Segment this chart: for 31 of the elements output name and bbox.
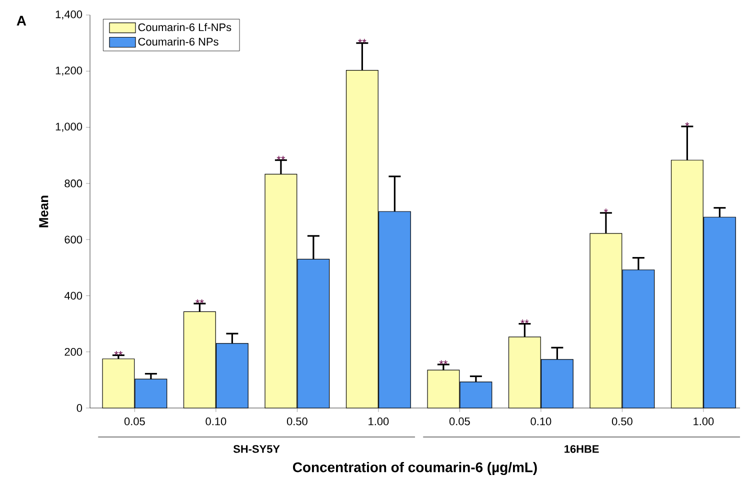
data-label: ** [114, 350, 123, 355]
data-label: * [604, 208, 608, 213]
x-tick-label: 0.50 [286, 418, 308, 426]
text: A [16, 16, 26, 26]
x-tick-label: 0.50 [612, 418, 632, 426]
y-tick-label: 200 [64, 348, 82, 356]
data-label: ** [276, 156, 286, 160]
y-tick-label: 1,200 [56, 66, 82, 76]
x-tick-label: 0.05 [449, 418, 470, 426]
y-tick-label: 0 [76, 404, 82, 412]
data-label: ** [358, 38, 366, 43]
data-label: ** [439, 360, 448, 364]
data-label: * [685, 122, 690, 126]
y-tick-label: 1,000 [56, 122, 82, 132]
y-tick-label: 800 [64, 180, 82, 188]
x-tick-label: 0.10 [530, 418, 552, 426]
x-tick-label: 1.00 [368, 418, 389, 426]
data-label: ** [196, 299, 204, 304]
data-label: ** [520, 320, 529, 324]
x-axis-title: Concentration of coumarin-6 (µg/mL) [293, 462, 537, 476]
legend-label: Coumarin-6 Lf-NPs [138, 23, 232, 32]
text: SH-SY5Y [233, 445, 280, 453]
y-tick-label: 1,400 [56, 10, 82, 20]
y-tick-label: 600 [64, 236, 82, 244]
y-tick-label: 400 [64, 292, 82, 300]
x-tick-label: 0.05 [124, 418, 145, 426]
legend-label: Coumarin-6 NPs [138, 38, 218, 46]
y-axis-title: Mean [39, 196, 48, 228]
x-tick-label: 1.00 [694, 418, 714, 426]
x-tick-label: 0.10 [206, 418, 226, 426]
text: 16HBE [564, 445, 599, 453]
